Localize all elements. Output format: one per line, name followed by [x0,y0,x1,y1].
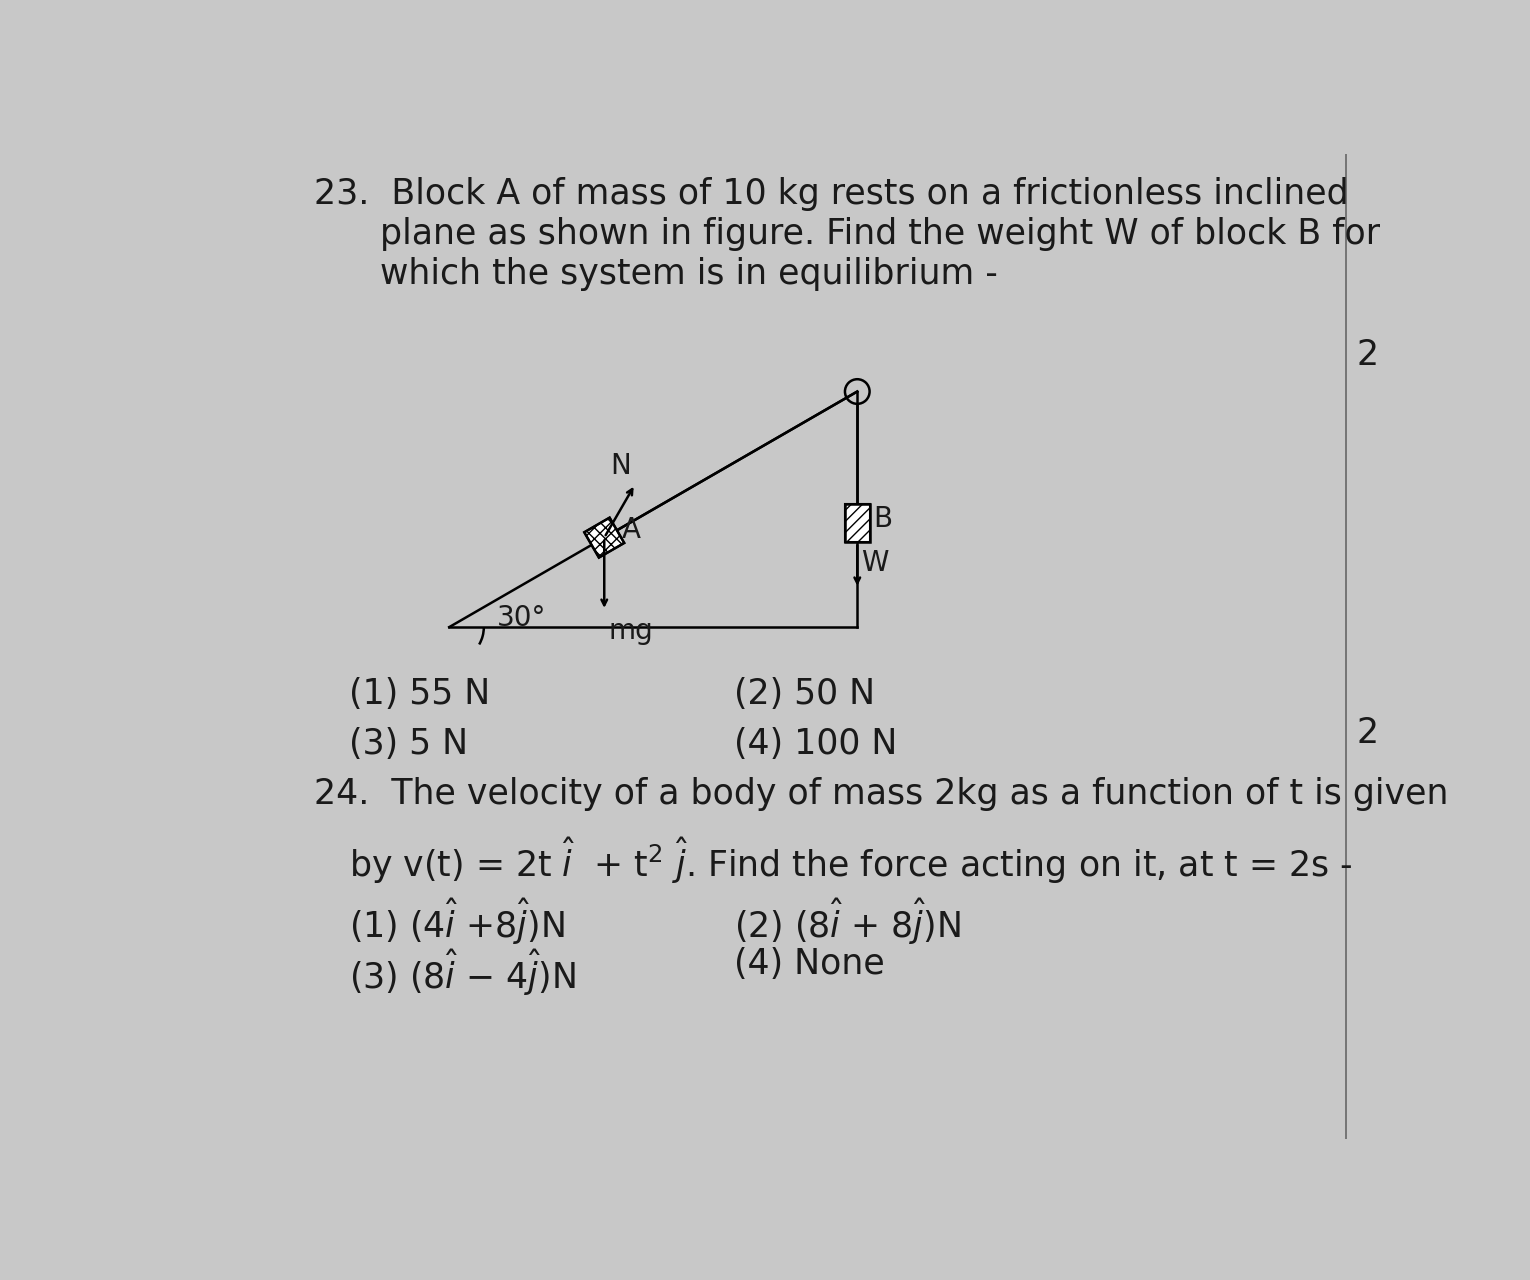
Text: 2: 2 [1356,716,1379,750]
Text: (3) (8$\hat{i}$ $-$ 4$\hat{j}$)N: (3) (8$\hat{i}$ $-$ 4$\hat{j}$)N [349,947,575,997]
Text: by v(t) = 2t $\hat{i}$  + t$^{2}$ $\hat{j}$. Find the force acting on it, at t =: by v(t) = 2t $\hat{i}$ + t$^{2}$ $\hat{j… [349,835,1353,886]
Text: A: A [621,516,641,544]
Text: (1) (4$\hat{i}$ +8$\hat{j}$)N: (1) (4$\hat{i}$ +8$\hat{j}$)N [349,897,565,947]
Text: W: W [861,549,889,576]
Text: 24.  The velocity of a body of mass 2kg as a function of t is given: 24. The velocity of a body of mass 2kg a… [315,777,1449,812]
Text: 23.  Block A of mass of 10 kg rests on a frictionless inclined: 23. Block A of mass of 10 kg rests on a … [315,177,1349,211]
Text: (3) 5 N: (3) 5 N [349,727,468,762]
Bar [845,504,869,543]
Text: plane as shown in figure. Find the weight W of block B for: plane as shown in figure. Find the weigh… [315,216,1380,251]
Text: 2: 2 [1356,338,1379,372]
Text: (4) 100 N: (4) 100 N [734,727,898,762]
Text: which the system is in equilibrium -: which the system is in equilibrium - [315,257,998,291]
Text: (2) (8$\hat{i}$ + 8$\hat{j}$)N: (2) (8$\hat{i}$ + 8$\hat{j}$)N [734,897,961,947]
Text: N: N [610,452,632,480]
Text: (2) 50 N: (2) 50 N [734,677,875,712]
Text: (4) None: (4) None [734,947,884,980]
Text: mg: mg [607,617,653,645]
Text: 30°: 30° [497,604,546,632]
Text: (1) 55 N: (1) 55 N [349,677,490,712]
Text: B: B [874,506,892,534]
Polygon shape [584,517,624,558]
